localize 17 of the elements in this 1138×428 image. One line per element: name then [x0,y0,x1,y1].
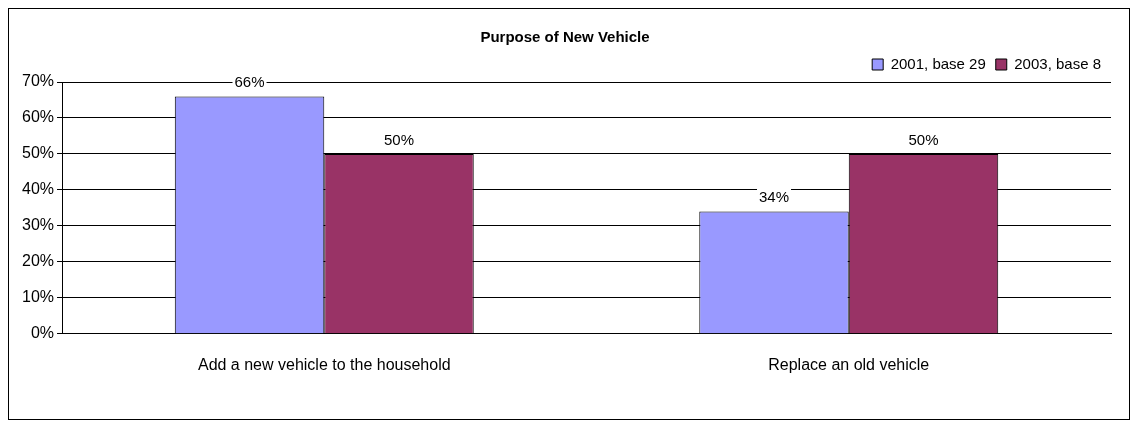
y-tick-label: 30% [21,216,55,234]
x-tick-label: Add a new vehicle to the household [197,355,451,373]
y-tick-label: 50% [21,144,55,162]
legend-label: 2001, base 29 [890,54,986,72]
data-label: 50% [383,130,415,148]
data-label: 34% [759,188,790,206]
legend-label: 2003, base 8 [1014,54,1102,72]
y-tick-label: 40% [21,180,55,198]
data-label: 66% [234,73,265,91]
y-tick-label: 20% [21,252,55,270]
y-tick-label: 60% [21,108,55,126]
x-tick-label: Replace an old vehicle [768,355,930,373]
data-label: 50% [908,130,939,148]
y-tick-label: 10% [21,288,55,306]
chart-title: Purpose of New Vehicle [480,28,650,46]
y-tick-label: 0% [30,324,55,342]
y-tick-label: 70% [21,72,55,90]
